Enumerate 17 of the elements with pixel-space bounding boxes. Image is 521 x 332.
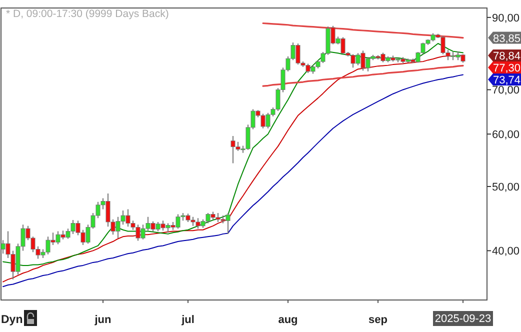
annotation: 77,30	[493, 62, 521, 75]
y-tick-label: 70,00	[492, 84, 520, 97]
annotation: 73,74	[493, 74, 521, 87]
x-tick-label: jun	[94, 314, 112, 326]
y-tick-label: 40,00	[492, 246, 520, 258]
x-tick-label: aug	[278, 314, 298, 326]
x-tick-label: jul	[180, 314, 194, 326]
y-tick-label: 60,00	[492, 129, 520, 142]
chart-title: * D, 09:00-17:30 (9999 Days Back)	[6, 8, 169, 20]
x-tick-label: sep	[368, 314, 388, 326]
x-tick-label: 2025-09-23	[434, 313, 492, 325]
line-series	[262, 22, 464, 39]
annotation: 78,84	[493, 50, 521, 63]
text: Dyn	[1, 314, 23, 326]
y-tick-label: 90,00	[492, 12, 520, 24]
y-tick-label: 50,00	[492, 182, 520, 194]
annotation: 83,85	[493, 32, 521, 45]
